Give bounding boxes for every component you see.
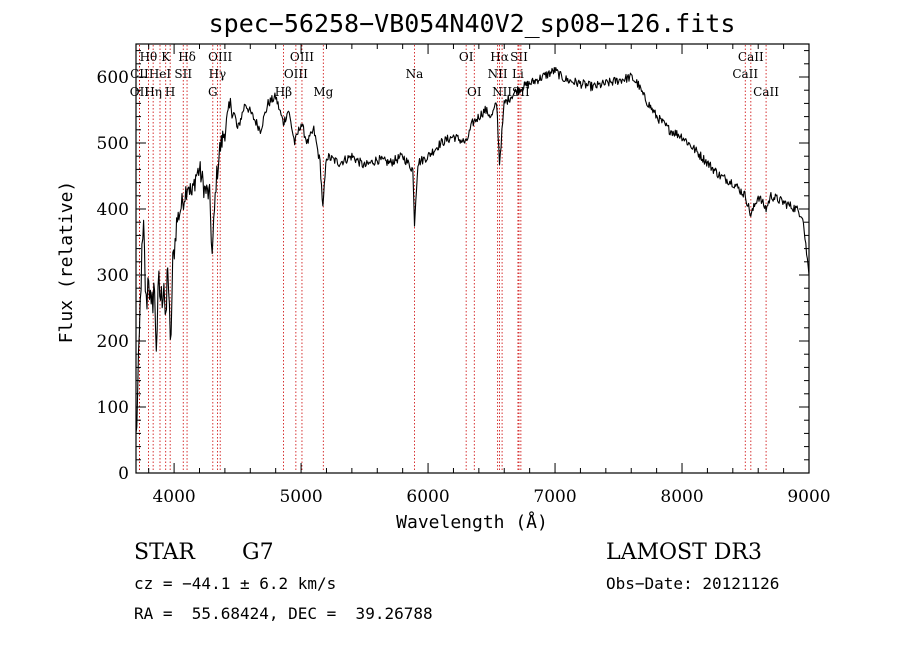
y-tick-label-2: 200: [97, 332, 129, 352]
line-label-25: CaII: [738, 50, 764, 64]
y-tick-label-3: 300: [97, 266, 129, 286]
line-label-21: NII: [488, 67, 508, 81]
y-tick-label-6: 600: [97, 68, 129, 88]
line-label-20: SII: [510, 50, 528, 64]
x-tick-label-2: 6000: [406, 487, 449, 507]
line-label-11: G: [208, 85, 218, 99]
x-tick-label-1: 5000: [279, 487, 322, 507]
line-label-3: K: [161, 50, 171, 64]
line-label-8: Hδ: [178, 50, 196, 64]
y-tick-label-0: 0: [118, 464, 129, 484]
x-tick-label-5: 9000: [787, 487, 830, 507]
line-label-12: Hβ: [275, 85, 292, 99]
line-label-6: SII: [174, 67, 192, 81]
x-tick-label-4: 8000: [660, 487, 703, 507]
survey-label: LAMOST DR3: [606, 540, 762, 565]
line-label-0: Hθ: [140, 50, 158, 64]
line-label-14: OIII: [284, 67, 308, 81]
spectrum-line: [135, 66, 810, 433]
line-label-9: OIII: [208, 50, 232, 64]
line-label-10: Hγ: [209, 67, 227, 81]
line-label-4: HeI: [149, 67, 172, 81]
redshift-cz: cz = −44.1 ± 6.2 km/s: [134, 574, 337, 593]
line-label-2: OII: [130, 85, 150, 99]
line-label-26: CaII: [732, 67, 758, 81]
line-label-16: Na: [406, 67, 424, 81]
obs-date: Obs−Date: 20121126: [606, 574, 780, 593]
line-label-5: Hη: [144, 85, 162, 99]
line-label-15: Mg: [313, 85, 333, 99]
line-label-18: OI: [467, 85, 482, 99]
y-tick-label-4: 400: [97, 200, 129, 220]
x-axis-label: Wavelength (Å): [396, 511, 548, 533]
line-label-13: OIII: [290, 50, 314, 64]
line-label-27: CaII: [753, 85, 779, 99]
line-label-24: SII: [512, 85, 530, 99]
y-axis-label: Flux (relative): [56, 181, 77, 344]
chart-title: spec−56258−VB054N40V2_sp08−126.fits: [209, 9, 736, 38]
y-tick-label-5: 500: [97, 134, 129, 154]
x-tick-label-0: 4000: [152, 487, 195, 507]
y-tick-label-1: 100: [97, 398, 129, 418]
object-subclass: G7: [242, 540, 274, 565]
line-label-22: Li: [512, 67, 524, 81]
coordinates: RA = 55.68424, DEC = 39.26788: [134, 604, 433, 623]
x-tick-label-3: 7000: [533, 487, 576, 507]
line-label-23: NII: [492, 85, 512, 99]
spectrum-series: [135, 66, 810, 433]
line-label-19: Hα: [490, 50, 509, 64]
object-class: STAR: [134, 540, 195, 565]
line-label-17: OI: [459, 50, 474, 64]
plot-frame: [135, 43, 810, 474]
line-label-7: H: [165, 85, 175, 99]
axis-ticks: 4000 5000 6000 7000 8000 9000 0 100 200 300 400 500…: [97, 44, 831, 507]
